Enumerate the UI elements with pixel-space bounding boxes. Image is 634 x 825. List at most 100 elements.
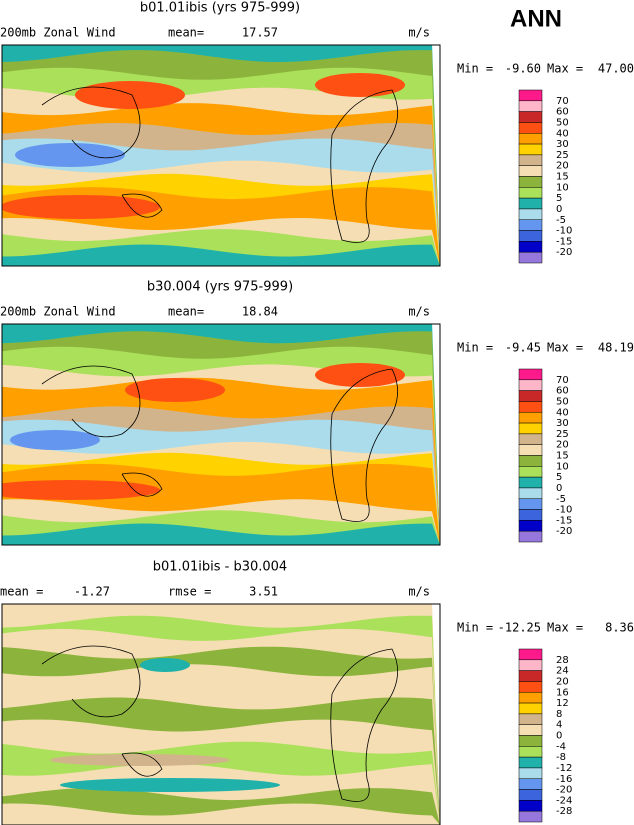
colorbar-swatch [518, 789, 543, 801]
colorbar-swatch [518, 498, 543, 510]
colorbar-swatch [518, 401, 543, 413]
colorbar-label: 0 [556, 483, 562, 494]
colorbar-swatch [518, 251, 543, 264]
colorbar-swatch [518, 422, 543, 435]
colorbar-label: 50 [556, 117, 569, 128]
colorbar-swatch [518, 390, 543, 402]
min-value: -9.45 [505, 341, 541, 355]
panel-title: b30.004 (yrs 975-999) [147, 280, 293, 295]
units: m/s [408, 26, 430, 40]
colorbar-label: -5 [556, 215, 566, 226]
colorbar-label: 10 [556, 461, 569, 472]
colorbar-swatch [518, 379, 543, 391]
colorbar-swatch [518, 681, 543, 693]
coastline [41, 645, 398, 802]
stat-label: mean= [168, 305, 204, 319]
colorbar-swatch [518, 89, 543, 102]
colorbar-swatch [518, 735, 543, 747]
stat-label: mean = [0, 585, 43, 599]
max-value: 8.36 [605, 621, 634, 635]
contour-blob [15, 143, 125, 167]
contour-blob [315, 363, 405, 387]
units: m/s [408, 305, 430, 319]
colorbar-label: -12 [556, 763, 572, 774]
colorbar-swatch [518, 466, 543, 478]
colorbar-label: -15 [556, 515, 572, 526]
colorbar-label: 28 [556, 655, 569, 666]
contour-blob [60, 778, 280, 792]
variable-name: 200mb Zonal Wind [0, 305, 116, 319]
colorbar-label: 12 [556, 698, 569, 709]
colorbar-label: -8 [556, 752, 566, 763]
colorbar-label: 10 [556, 182, 569, 193]
map-frame [1, 323, 441, 546]
colorbar-label: 60 [556, 386, 569, 397]
map-fill [2, 324, 440, 545]
colorbar-swatch [518, 724, 543, 736]
colorbar-swatch [518, 648, 543, 661]
colorbar-swatch [518, 487, 543, 499]
contour-blob [10, 430, 100, 450]
contour-blob [315, 73, 405, 97]
stat-value: 17.57 [242, 26, 278, 40]
colorbar-label: 40 [556, 128, 569, 139]
colorbar-label: 70 [556, 96, 569, 107]
colorbar-label: -4 [556, 741, 566, 752]
colorbar-label: -5 [556, 494, 566, 505]
colorbar-swatch [518, 143, 543, 156]
units: m/s [408, 585, 430, 599]
colorbar-swatch [518, 810, 543, 823]
colorbar-swatch [518, 767, 543, 779]
colorbar-label: -10 [556, 505, 572, 516]
panel-title: b01.01ibis - b30.004 [153, 560, 287, 575]
colorbar-label: -28 [556, 806, 572, 817]
colorbar-label: 8 [556, 709, 562, 720]
stat-label: mean= [168, 26, 204, 40]
colorbar-label: 4 [556, 720, 562, 731]
max-label: Max = [547, 341, 583, 355]
colorbar-swatch [518, 219, 543, 231]
colorbar-label: 30 [556, 418, 569, 429]
map [1, 44, 441, 267]
colorbar-swatch [518, 368, 543, 381]
contour-band [2, 523, 440, 545]
colorbar-swatch [518, 165, 543, 177]
colorbar-swatch [518, 208, 543, 220]
max-value: 47.00 [598, 62, 634, 76]
colorbar-label: 5 [556, 193, 562, 204]
colorbar-swatch [518, 444, 543, 456]
colorbar-label: 50 [556, 396, 569, 407]
colorbar-label: 30 [556, 139, 569, 150]
colorbar-label: 0 [556, 204, 562, 215]
colorbar-swatch [518, 702, 543, 715]
colorbar-label: 20 [556, 676, 569, 687]
colorbar-label: 20 [556, 440, 569, 451]
colorbar-swatch [518, 530, 543, 543]
colorbar-swatch [518, 133, 543, 145]
colorbar-swatch [518, 241, 543, 253]
colorbar-label: -24 [556, 795, 572, 806]
colorbar-swatch [518, 455, 543, 467]
colorbar-swatch [518, 433, 543, 445]
colorbar-swatch [518, 197, 543, 210]
min-value: -12.25 [498, 621, 541, 635]
stat-value: -1.27 [74, 585, 110, 599]
contour-blob [75, 81, 185, 109]
colorbar-label: 40 [556, 407, 569, 418]
min-label: Min = [457, 621, 493, 635]
colorbar-label: 60 [556, 107, 569, 118]
min-value: -9.60 [505, 62, 541, 76]
stat-value: 18.84 [242, 305, 278, 319]
colorbar-label: 25 [556, 429, 569, 440]
colorbar-label: -20 [556, 526, 572, 537]
colorbar-label: -20 [556, 247, 572, 258]
map [1, 603, 441, 825]
max-label: Max = [547, 62, 583, 76]
colorbar-swatch [518, 154, 543, 166]
colorbar-swatch [518, 692, 543, 704]
colorbar-swatch [518, 659, 543, 671]
colorbar-label: -16 [556, 774, 572, 785]
variable-name: 200mb Zonal Wind [0, 26, 116, 40]
colorbar-swatch [518, 778, 543, 790]
colorbar-label: 16 [556, 687, 569, 698]
